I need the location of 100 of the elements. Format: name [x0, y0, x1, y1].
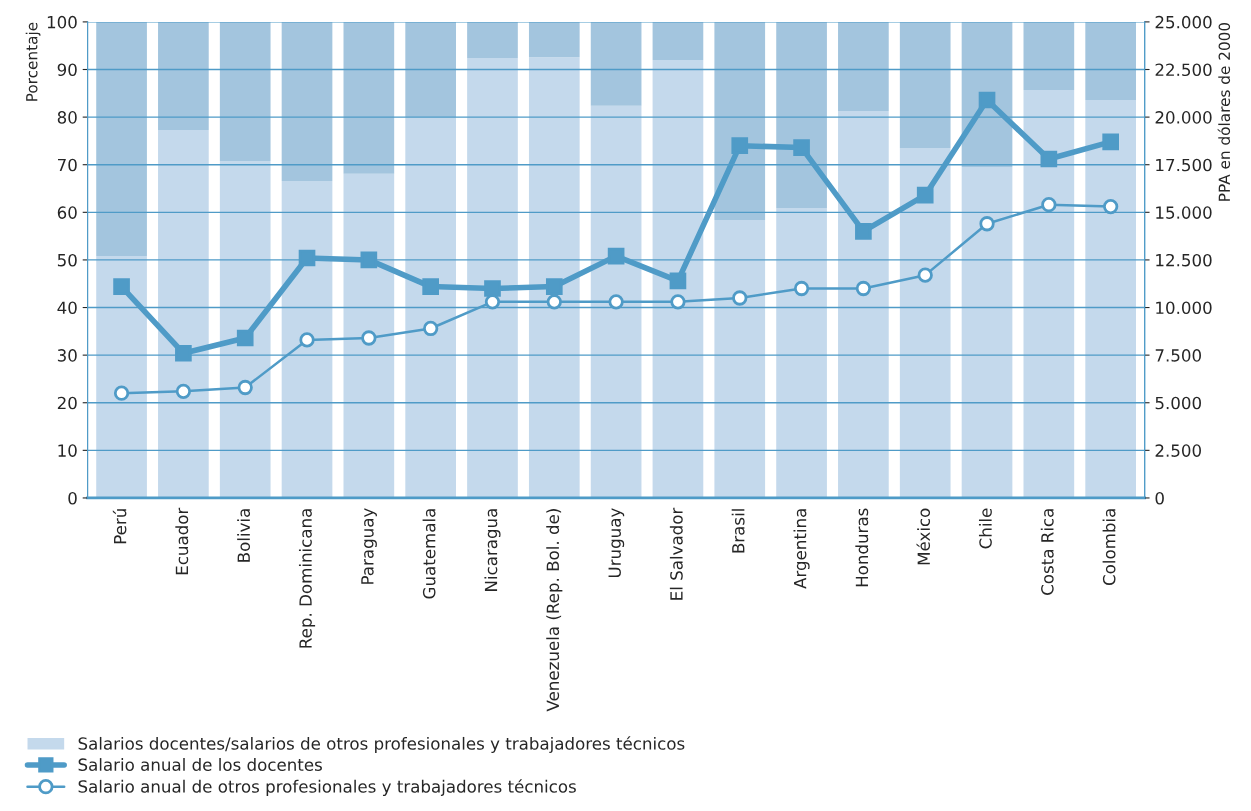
point	[484, 294, 501, 310]
bar	[1023, 21, 1075, 90]
point	[979, 216, 995, 232]
bar	[96, 21, 147, 257]
point	[175, 344, 192, 362]
point	[608, 294, 624, 310]
bar	[281, 180, 333, 498]
point	[732, 290, 748, 306]
point	[793, 280, 810, 297]
bar	[590, 21, 642, 106]
bar	[1085, 21, 1137, 100]
point	[1102, 133, 1119, 151]
point	[731, 137, 749, 155]
bar	[281, 21, 333, 181]
point	[484, 280, 501, 297]
y-tick-label: 10	[58, 444, 77, 457]
point	[855, 280, 872, 297]
bar	[652, 21, 704, 60]
legend-label: Salario anual de los docentes	[78, 758, 322, 771]
bar	[838, 21, 889, 111]
x-tick-label: Paraguay	[361, 508, 377, 584]
bar	[405, 117, 457, 498]
x-tick-label: Ecuador	[175, 507, 189, 575]
point	[299, 332, 315, 348]
bar	[899, 21, 951, 149]
x-tick-label: Brasil	[731, 509, 745, 553]
bar	[714, 219, 766, 498]
y2-tick-label: 2.500	[1155, 444, 1201, 457]
point	[1041, 197, 1057, 213]
bar	[652, 59, 704, 498]
y2-tick-label: 20.000	[1155, 111, 1212, 124]
y-tick-label: 0	[68, 491, 77, 505]
x-tick-label: Perú	[112, 509, 127, 544]
y-tick-label: 80	[57, 111, 77, 124]
bar	[343, 21, 395, 174]
x-tick-label: Chile	[978, 508, 992, 549]
bar	[1085, 99, 1137, 498]
point	[670, 294, 686, 310]
y2-axis-title: PPA en dólares de 2000	[1217, 22, 1231, 201]
point	[236, 329, 254, 347]
y-tick-label: 40	[57, 301, 77, 315]
point	[360, 251, 378, 269]
bar	[776, 208, 827, 498]
bar	[405, 21, 457, 118]
y-axis-title: Porcentaje	[25, 22, 41, 101]
point	[113, 278, 130, 295]
bar	[961, 21, 1013, 168]
y-tick-label: 30	[57, 349, 77, 362]
y-tick-label: 70	[58, 158, 77, 172]
point	[237, 379, 253, 396]
x-tick-label: Nicaragua	[484, 509, 501, 591]
bar	[776, 21, 827, 209]
bar	[961, 167, 1013, 498]
bar	[467, 58, 518, 498]
legend-label: Salarios docentes/salarios de otros profesionales y trabajadores técnicos	[78, 736, 685, 754]
x-tick-label: Uruguay	[608, 508, 625, 578]
y2-tick-label: 15.000	[1156, 206, 1212, 219]
point	[175, 383, 192, 399]
x-tick-label: Rep. Dominicana	[298, 509, 316, 648]
point	[361, 330, 377, 346]
point	[113, 385, 130, 401]
bar	[528, 57, 580, 498]
bar	[343, 173, 395, 498]
x-tick-label: México	[916, 508, 931, 565]
point	[298, 249, 316, 267]
y-tick-label: 20	[57, 396, 77, 410]
bar	[158, 21, 209, 130]
bar	[899, 148, 951, 498]
x-tick-label: Colombia	[1102, 509, 1116, 586]
y2-tick-label: 22.500	[1155, 63, 1212, 77]
point	[607, 247, 625, 265]
bar	[838, 110, 889, 498]
point	[855, 223, 872, 240]
bar	[467, 21, 518, 59]
x-tick-label: El Salvador	[669, 507, 683, 600]
bar	[1023, 89, 1075, 498]
y-tick-label: 100	[47, 15, 77, 29]
y-tick-label: 90	[57, 63, 77, 77]
x-tick-label: Guatemala	[422, 509, 436, 599]
y2-tick-label: 5.000	[1155, 396, 1201, 410]
x-tick-label: Bolivia	[237, 509, 251, 562]
point	[545, 278, 563, 295]
point	[916, 186, 934, 204]
bar	[714, 21, 766, 220]
y2-tick-label: 25.000	[1155, 15, 1212, 29]
point	[917, 267, 933, 283]
y2-tick-label: 10.000	[1156, 301, 1212, 315]
x-tick-label: Argentina	[793, 509, 810, 589]
bar	[219, 160, 271, 498]
bar	[158, 129, 209, 498]
legend-label: Salario anual de otros profesionales y trabajadores técnicos	[78, 779, 576, 796]
bar	[590, 105, 642, 498]
point	[422, 278, 439, 295]
y-tick-label: 60	[57, 206, 77, 219]
x-tick-label: Venezuela (Rep. Bol. de)	[546, 509, 563, 712]
point	[423, 320, 439, 337]
bar	[219, 21, 271, 161]
point	[546, 294, 562, 310]
point	[978, 91, 996, 109]
x-tick-label: Honduras	[855, 508, 869, 587]
